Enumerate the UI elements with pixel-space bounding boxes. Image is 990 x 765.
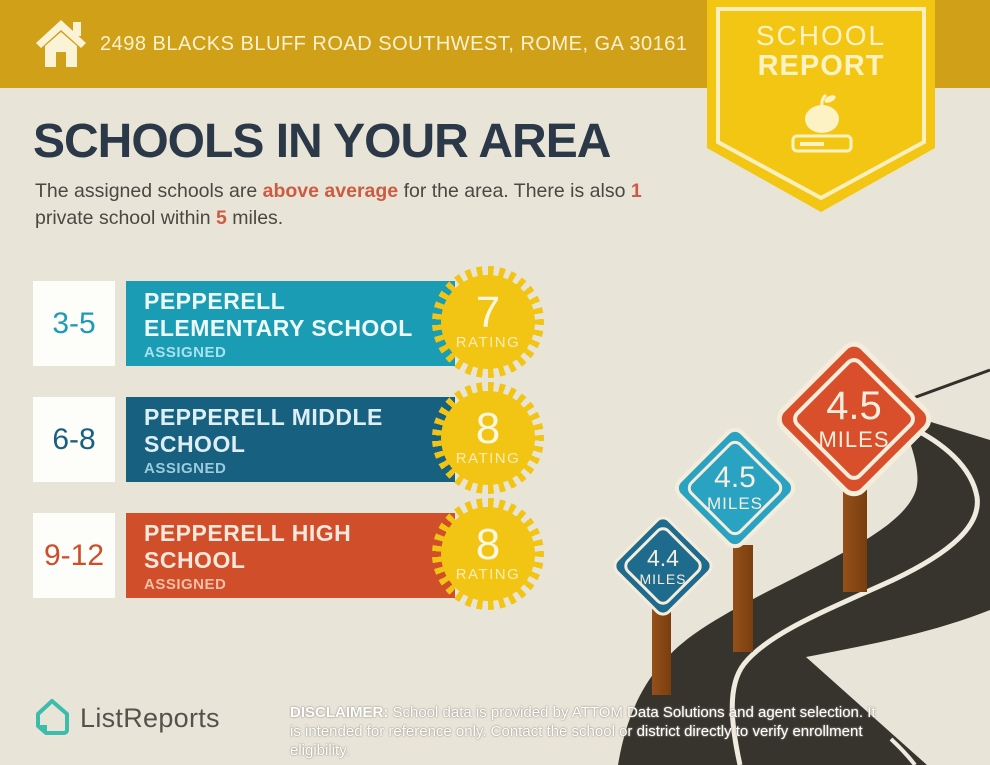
rating-badge: 8 RATING (432, 382, 544, 494)
summary-segment: for the area. There is also (398, 180, 631, 202)
brand-name: ListReports (80, 702, 220, 733)
rating-value: 8 (475, 404, 501, 453)
summary-segment: The assigned schools are (35, 180, 263, 202)
school-row-middle: 6-8 PEPPERELL MIDDLE SCHOOL ASSIGNED 8 R… (33, 382, 578, 494)
rating-label: RATING (455, 334, 521, 351)
school-row-elementary: 3-5 PEPPERELL ELEMENTARY SCHOOL ASSIGNED… (33, 266, 578, 378)
summary-highlight-private-count: 1 (630, 180, 642, 202)
grade-range-box: 3-5 (33, 281, 115, 366)
school-name: PEPPERELL HIGH SCHOOL (144, 520, 352, 573)
assigned-label: ASSIGNED (144, 576, 227, 593)
school-row-high: 9-12 PEPPERELL HIGH SCHOOL ASSIGNED 8 RA… (33, 498, 578, 610)
distance-sign-blue: 4.4 MILES (609, 512, 717, 620)
listreports-brand: ListReports (33, 698, 220, 738)
school-report-badge: SCHOOL REPORT (705, 0, 937, 218)
distance-value: 4.5 (826, 384, 882, 428)
school-name: PEPPERELL ELEMENTARY SCHOOL (144, 288, 413, 341)
summary-segment: miles. (226, 207, 284, 229)
badge-word-report: REPORT (757, 50, 885, 82)
apple-book-icon (791, 93, 853, 153)
distance-unit: MILES (706, 494, 764, 513)
sign-post (733, 545, 753, 652)
school-bar: PEPPERELL MIDDLE SCHOOL ASSIGNED (126, 397, 455, 482)
distance-sign-red: 4.5 MILES (770, 335, 938, 503)
road-center-line (729, 422, 980, 765)
badge-title: SCHOOL REPORT (705, 20, 937, 82)
summary-text: The assigned schools are above average f… (35, 178, 663, 232)
rating-value: 7 (475, 288, 501, 337)
assigned-label: ASSIGNED (144, 460, 227, 477)
rating-label: RATING (455, 566, 521, 583)
home-icon (36, 20, 86, 67)
assigned-label: ASSIGNED (144, 344, 227, 361)
rating-value: 8 (475, 520, 501, 569)
disclaimer-label: DISCLAIMER: (290, 704, 389, 721)
road-corner-line (889, 737, 917, 765)
distance-line (904, 368, 990, 403)
summary-highlight-miles: 5 (216, 207, 227, 229)
distance-unit: MILES (818, 427, 890, 452)
page-title: SCHOOLS IN YOUR AREA (33, 115, 611, 168)
distance-value: 4.5 (714, 461, 756, 494)
badge-word-school: SCHOOL (755, 20, 887, 51)
distance-sign-teal: 4.5 MILES (669, 422, 801, 554)
school-bar: PEPPERELL HIGH SCHOOL ASSIGNED (126, 513, 455, 598)
road-shape (618, 412, 990, 765)
rating-badge: 8 RATING (432, 498, 544, 610)
listreports-logo-icon (36, 699, 69, 735)
disclaimer-text: DISCLAIMER: School data is provided by A… (290, 703, 890, 760)
property-address: 2498 BLACKS BLUFF ROAD SOUTHWEST, ROME, … (100, 33, 688, 55)
grade-range-box: 6-8 (33, 397, 115, 482)
disclaimer-body: School data is provided by ATTOM Data So… (290, 704, 876, 759)
school-bar: PEPPERELL ELEMENTARY SCHOOL ASSIGNED (126, 281, 455, 366)
rating-badge: 7 RATING (432, 266, 544, 378)
sign-post (652, 607, 671, 695)
school-name: PEPPERELL MIDDLE SCHOOL (144, 404, 383, 457)
grade-range-box: 9-12 (33, 513, 115, 598)
distance-value: 4.4 (647, 544, 679, 571)
summary-segment: private school within (35, 207, 217, 229)
rating-label: RATING (455, 450, 521, 467)
summary-highlight-above-average: above average (262, 180, 399, 202)
distance-unit: MILES (639, 570, 687, 587)
